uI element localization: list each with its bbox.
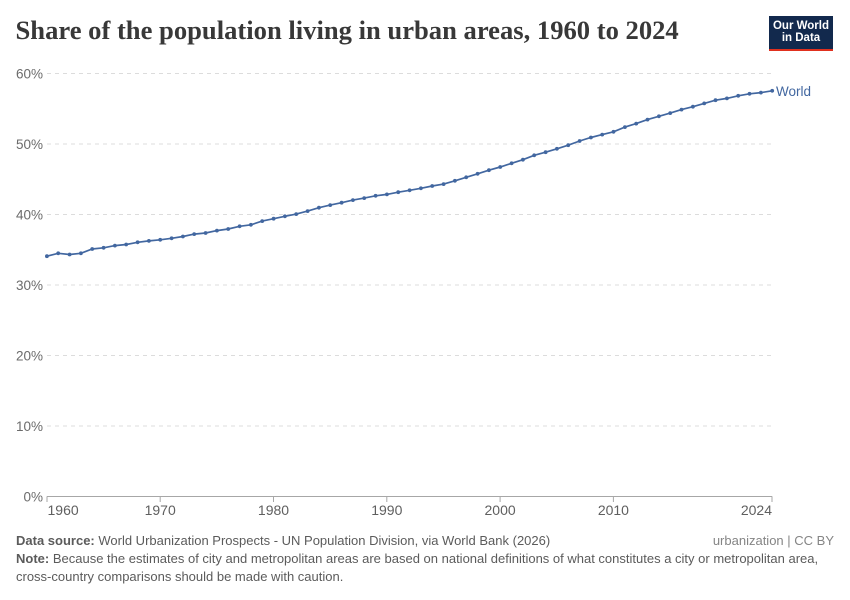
svg-text:2010: 2010 (598, 502, 629, 518)
svg-text:30%: 30% (16, 278, 43, 293)
svg-text:60%: 60% (16, 66, 43, 81)
svg-text:1960: 1960 (48, 502, 79, 518)
svg-text:50%: 50% (16, 137, 43, 152)
svg-text:10%: 10% (16, 419, 43, 434)
svg-text:20%: 20% (16, 348, 43, 363)
svg-text:0%: 0% (23, 489, 43, 504)
svg-text:1970: 1970 (145, 502, 176, 518)
svg-text:2000: 2000 (485, 502, 516, 518)
svg-text:1990: 1990 (371, 502, 402, 518)
svg-text:2024: 2024 (741, 502, 772, 518)
svg-text:1980: 1980 (258, 502, 289, 518)
svg-text:40%: 40% (16, 207, 43, 222)
svg-text:World: World (776, 84, 811, 99)
